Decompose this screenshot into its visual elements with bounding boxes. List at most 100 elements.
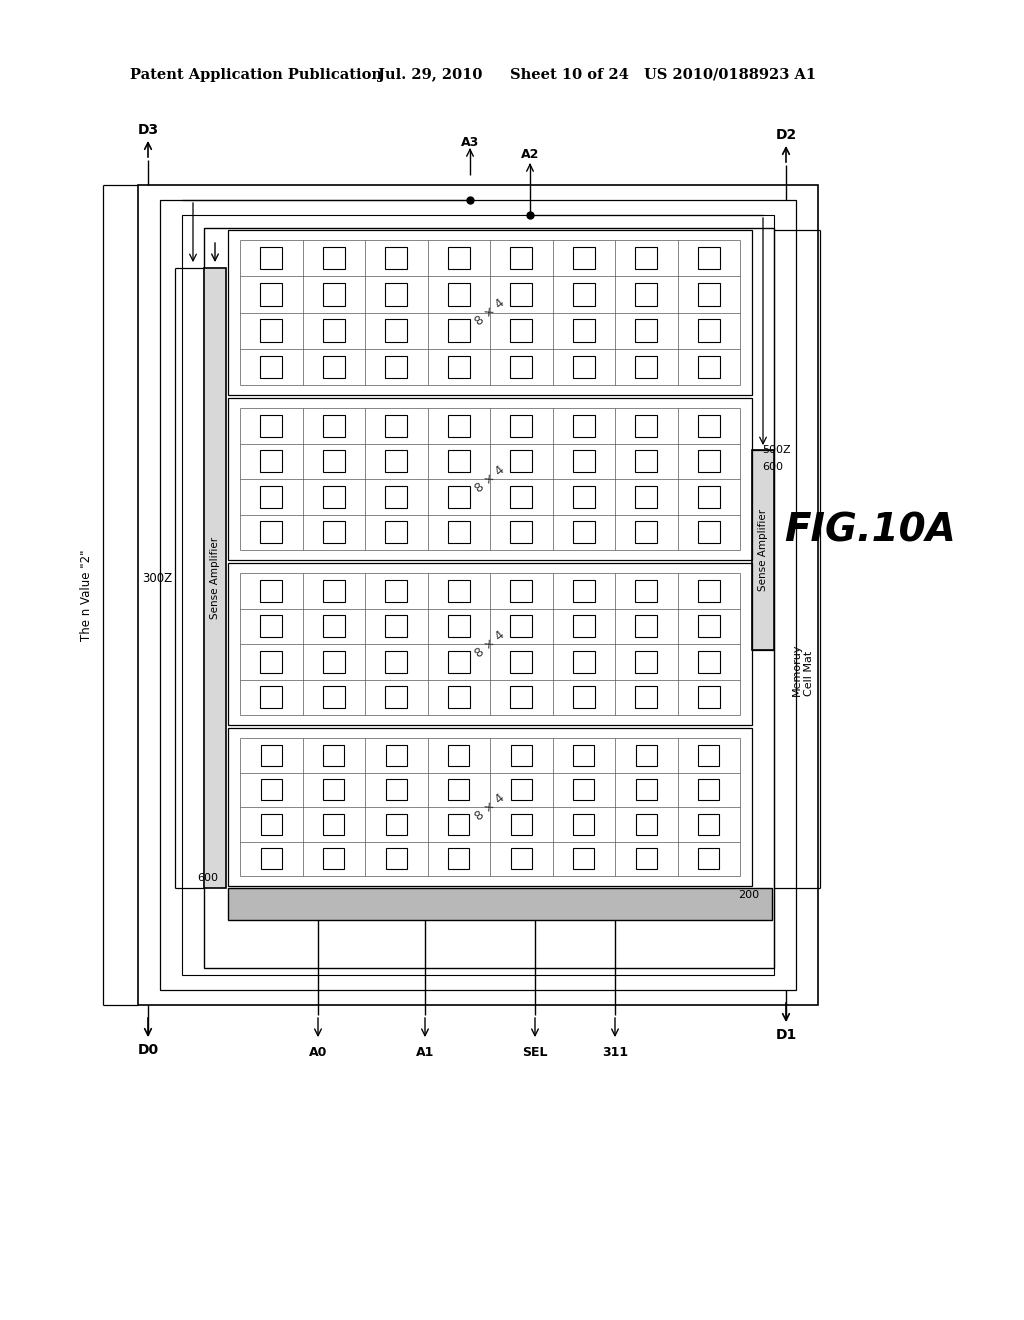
Bar [260,651,283,673]
Bar [636,744,657,766]
Bar [204,268,226,888]
Bar [572,615,595,638]
Bar [511,779,531,800]
Bar [260,282,283,306]
Bar [385,615,408,638]
Bar [385,247,408,269]
Bar [510,651,532,673]
Bar [572,355,595,378]
Text: D1: D1 [775,1028,797,1041]
Bar [449,813,469,836]
Bar [228,888,772,920]
Text: D0: D0 [137,1043,159,1057]
Bar [385,521,408,544]
Bar [573,744,595,766]
Bar [635,686,657,709]
Bar [635,651,657,673]
Bar [323,319,345,342]
Bar [260,813,282,836]
Bar [635,355,657,378]
Text: Sense Amplifier: Sense Amplifier [210,537,220,619]
Text: 200: 200 [738,890,759,900]
Bar [447,521,470,544]
Bar [323,779,344,800]
Bar [447,319,470,342]
Text: Jul. 29, 2010: Jul. 29, 2010 [378,69,482,82]
Bar [228,399,752,560]
Bar [323,813,344,836]
Text: 300Z: 300Z [142,572,172,585]
Bar [323,686,345,709]
Bar [635,319,657,342]
Bar [260,686,283,709]
Text: 500Z: 500Z [762,445,791,455]
Bar [697,247,720,269]
Bar [697,414,720,437]
Bar [260,847,282,870]
Bar [323,355,345,378]
Bar [323,486,345,508]
Bar [510,282,532,306]
Bar [447,282,470,306]
Bar [572,651,595,673]
Text: A0: A0 [309,1045,328,1059]
Bar [260,744,282,766]
Bar [698,813,720,836]
Bar [510,521,532,544]
Bar [323,847,344,870]
Bar [228,230,752,395]
Bar [635,247,657,269]
Bar [386,779,407,800]
Bar [635,414,657,437]
Bar [323,282,345,306]
Bar [228,564,752,725]
Bar [698,847,720,870]
Bar [573,813,595,836]
Bar [572,579,595,602]
Bar [573,847,595,870]
Bar [697,615,720,638]
Bar [323,247,345,269]
Bar [697,282,720,306]
Text: SEL: SEL [522,1045,548,1059]
Bar [510,686,532,709]
Text: A2: A2 [521,149,540,161]
Bar [697,521,720,544]
Bar [386,847,407,870]
Bar [260,355,283,378]
Bar [510,579,532,602]
Bar [447,615,470,638]
Text: A3: A3 [461,136,479,149]
Bar [323,521,345,544]
Bar [635,521,657,544]
Bar [323,651,345,673]
Bar [698,779,720,800]
Text: Patent Application Publication: Patent Application Publication [130,69,382,82]
Bar [385,282,408,306]
Bar [447,686,470,709]
Bar [385,450,408,473]
Bar [636,813,657,836]
Bar [511,744,531,766]
Bar [160,201,796,990]
Bar [385,355,408,378]
Text: A1: A1 [416,1045,434,1059]
Bar [386,744,407,766]
Bar [697,319,720,342]
Text: 8 × 4: 8 × 4 [473,628,507,660]
Bar [385,686,408,709]
Bar [385,414,408,437]
Text: FIG.10A: FIG.10A [784,511,955,549]
Text: 8 × 4: 8 × 4 [473,297,507,329]
Bar [510,450,532,473]
Bar [510,319,532,342]
Text: D2: D2 [775,128,797,143]
Bar [449,744,469,766]
Bar [697,355,720,378]
Bar [385,579,408,602]
Bar [385,319,408,342]
Bar [260,579,283,602]
Text: D3: D3 [137,123,159,137]
Bar [572,450,595,473]
Bar [635,450,657,473]
